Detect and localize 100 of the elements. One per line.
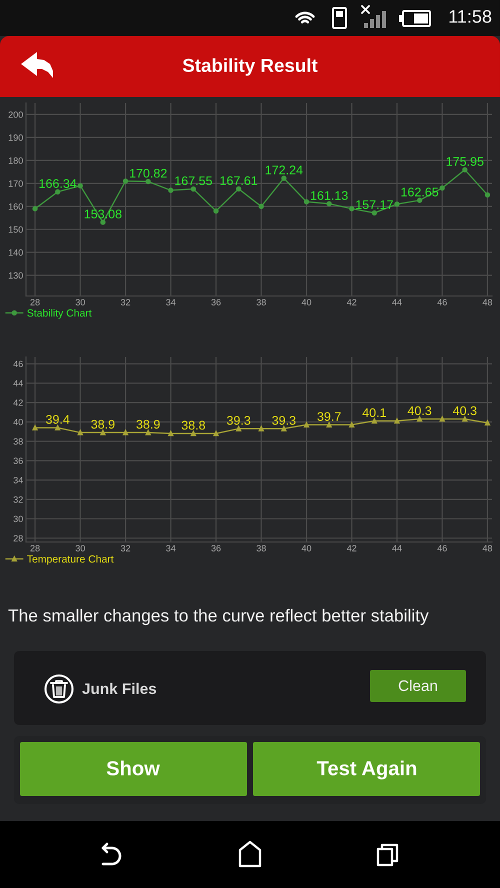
y-tick-label: 190	[8, 134, 23, 141]
text: Clean	[398, 680, 437, 692]
point	[168, 430, 174, 436]
point	[122, 430, 128, 436]
data-label: 170.82	[130, 168, 167, 178]
legend-label: Temperature Chart	[27, 555, 114, 565]
y-tick-label: 38	[14, 438, 23, 445]
point	[236, 186, 242, 192]
text: Stability Result	[182, 58, 318, 76]
data-label: 39.3	[226, 416, 250, 425]
data-label: 39.7	[317, 412, 341, 421]
y-tick-label: 200	[8, 111, 23, 118]
point	[416, 416, 422, 422]
point	[100, 430, 106, 436]
x-tick-label: 32	[120, 299, 130, 306]
legend-label: Stability Chart	[27, 309, 92, 319]
x-tick-label: 34	[166, 545, 176, 552]
x-tick-label: 36	[211, 545, 221, 552]
x-tick-label: 44	[392, 299, 402, 306]
data-label: 167.61	[220, 176, 258, 186]
data-label: 40.1	[362, 408, 386, 418]
point	[484, 192, 490, 198]
data-label: 166.34	[40, 179, 76, 188]
y-tick-label: 180	[8, 157, 23, 164]
point	[372, 210, 378, 216]
text: Test Again	[316, 760, 416, 780]
x-tick-label: 48	[482, 299, 492, 306]
x-tick-label: 46	[437, 299, 447, 306]
x-tick-label: 42	[346, 545, 356, 552]
y-tick-label: 32	[14, 496, 23, 503]
point	[146, 178, 151, 184]
data-label: 40.3	[452, 406, 476, 416]
x-tick-label: 40	[302, 299, 312, 306]
x-tick-label: 38	[256, 299, 266, 306]
y-tick-label: 28	[14, 535, 23, 542]
text: Show	[106, 760, 160, 776]
x-tick-label: 28	[30, 545, 40, 552]
data-label: 38.9	[136, 420, 160, 429]
point	[168, 188, 174, 193]
y-tick-label: 140	[8, 249, 23, 256]
data-label: 175.95	[446, 157, 484, 166]
x-tick-label: 34	[166, 299, 176, 306]
data-label: 167.55	[175, 176, 212, 186]
text: Junk Files	[82, 682, 156, 694]
y-tick-label: 170	[8, 180, 23, 187]
text: 11:58	[450, 10, 492, 23]
x-tick-label: 30	[76, 545, 85, 552]
point	[394, 201, 400, 207]
x-tick-label: 32	[120, 545, 130, 552]
point	[190, 430, 196, 436]
data-label: 38.8	[182, 420, 206, 430]
x-tick-label: 38	[256, 545, 266, 552]
point	[100, 220, 106, 225]
point	[213, 430, 219, 436]
point	[462, 416, 468, 422]
point	[78, 430, 83, 436]
data-label: 40.3	[408, 406, 432, 416]
y-tick-label: 40	[13, 418, 23, 426]
y-tick-label: 160	[8, 203, 23, 210]
point	[146, 430, 151, 436]
x-tick-label: 46	[437, 545, 447, 552]
point	[462, 167, 468, 172]
x-tick-label: 42	[346, 299, 356, 306]
point	[213, 208, 219, 214]
y-tick-label: 46	[13, 360, 23, 368]
point	[326, 201, 332, 206]
point	[304, 199, 310, 204]
y-tick-label: 34	[14, 476, 23, 484]
data-label: 39.4	[46, 414, 70, 424]
x-tick-label: 36	[211, 299, 221, 306]
y-tick-label: 150	[8, 226, 23, 233]
text: The smaller changes to the curve reflect better stability	[8, 608, 429, 626]
data-label: 161.13	[310, 191, 348, 200]
x-tick-label: 44	[392, 545, 402, 552]
point	[258, 204, 264, 210]
point	[190, 186, 196, 192]
point	[32, 206, 38, 212]
point	[484, 420, 490, 426]
point	[78, 183, 83, 188]
data-label: 172.24	[266, 166, 303, 174]
y-tick-label: 42	[13, 399, 23, 406]
y-tick-label: 30	[14, 516, 23, 522]
point	[440, 185, 445, 191]
x-tick-label: 40	[302, 545, 312, 552]
x-tick-label: 30	[76, 299, 85, 306]
y-tick-label: 130	[8, 272, 23, 279]
point	[122, 178, 128, 184]
point	[281, 176, 287, 181]
x-tick-label: 48	[482, 545, 492, 552]
point	[372, 418, 378, 424]
y-tick-label: 44	[13, 380, 23, 386]
data-label: 39.3	[272, 416, 296, 425]
y-tick-label: 36	[14, 458, 23, 464]
data-label: 38.9	[91, 420, 114, 429]
point	[349, 206, 354, 212]
x-tick-label: 28	[30, 299, 40, 306]
point	[394, 418, 400, 424]
data-label: 157.17	[356, 200, 393, 210]
point	[440, 416, 445, 422]
point	[416, 198, 422, 203]
